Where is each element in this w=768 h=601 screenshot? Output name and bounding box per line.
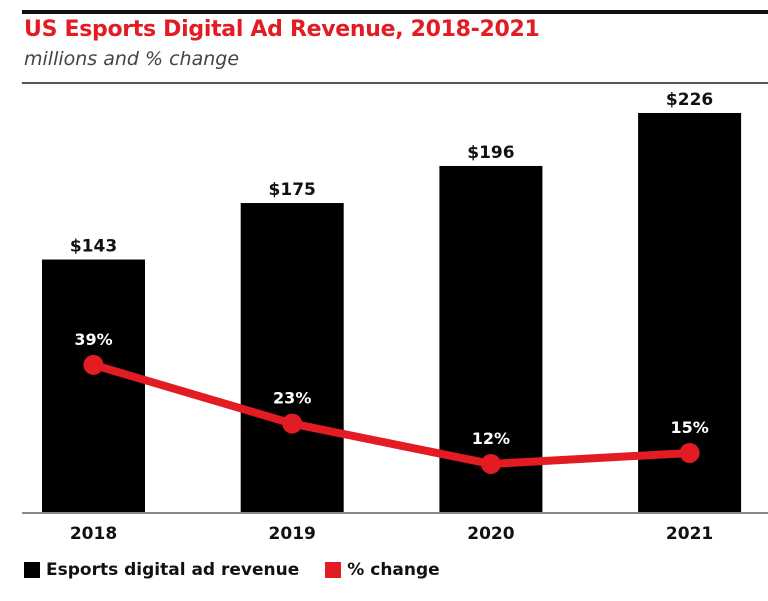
bar-label-2021: $226	[666, 90, 713, 110]
legend-label-revenue: Esports digital ad revenue	[46, 560, 300, 580]
point-label-2018: 39%	[74, 330, 112, 349]
point-2018	[83, 354, 104, 375]
point-2021	[679, 442, 700, 463]
chart-title: US Esports Digital Ad Revenue, 2018-2021	[24, 17, 540, 42]
x-tick-2021: 2021	[666, 524, 713, 544]
point-label-2019: 23%	[273, 389, 311, 408]
x-tick-2018: 2018	[70, 524, 117, 544]
point-label-2020: 12%	[472, 429, 510, 448]
x-tick-2019: 2019	[269, 524, 316, 544]
top-rule	[22, 10, 768, 14]
legend-swatch-revenue	[24, 562, 40, 578]
point-2020	[480, 453, 501, 474]
line-pct-change	[89, 360, 694, 468]
bar-2018	[42, 259, 145, 512]
legend-item-revenue: Esports digital ad revenue	[24, 560, 299, 580]
point-label-2021: 15%	[670, 418, 708, 437]
bar-label-2018: $143	[70, 237, 117, 257]
legend-label-change: % change	[347, 560, 440, 580]
bar-label-2019: $175	[269, 180, 316, 200]
bar-2019	[240, 203, 344, 512]
point-2019	[282, 413, 303, 434]
subtitle-rule	[22, 82, 768, 84]
x-tick-2020: 2020	[467, 524, 514, 544]
bar-label-2020: $196	[467, 143, 514, 163]
legend: Esports digital ad revenue % change	[24, 560, 466, 580]
legend-swatch-change	[325, 562, 342, 578]
legend-item-change: % change	[325, 560, 440, 580]
chart-subtitle: millions and % change	[24, 48, 240, 70]
